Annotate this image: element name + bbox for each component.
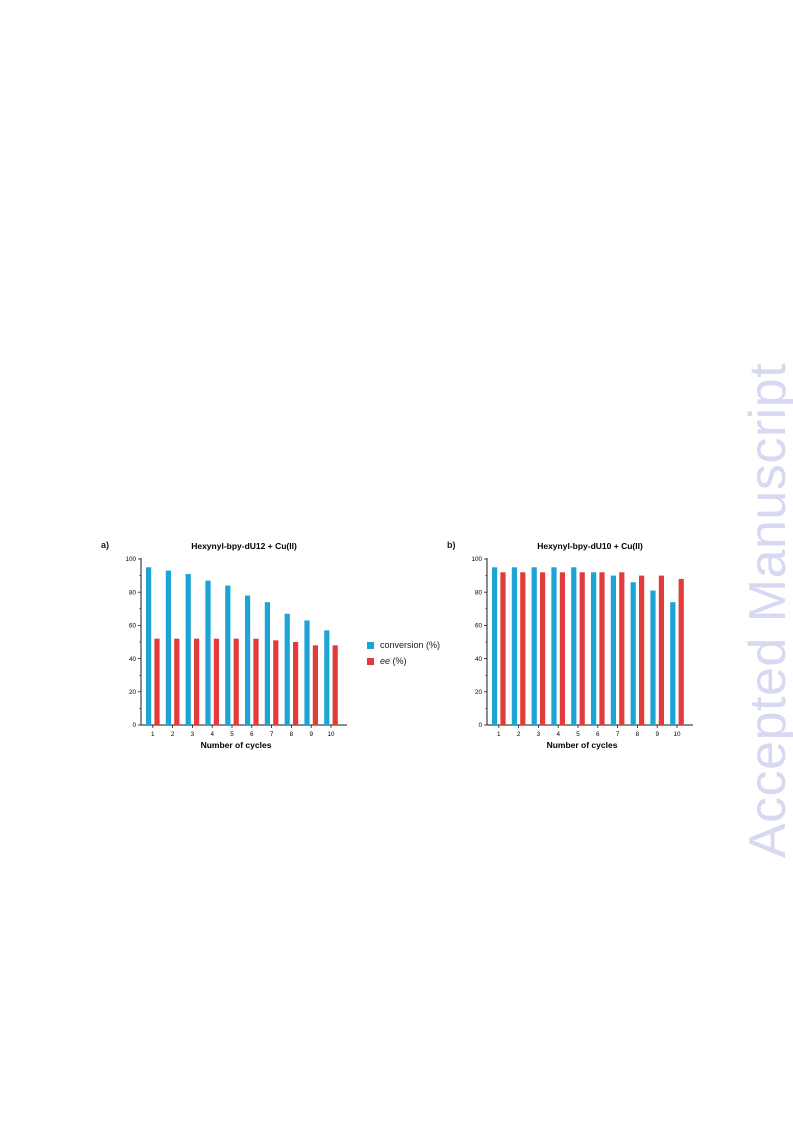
chart-a-bar-ee-2: [174, 638, 180, 725]
chart-a-bar-ee-3: [194, 638, 200, 725]
legend-item-ee: ee (%): [367, 653, 440, 669]
chart-a-xtick-label-4: 4: [210, 731, 214, 738]
chart-b-bar-ee-3: [540, 572, 546, 725]
chart-a-bar-ee-6: [253, 638, 259, 725]
chart-b-xtick-label-1: 1: [497, 731, 501, 738]
chart-a-xtick-label-7: 7: [270, 731, 274, 738]
chart-a-bar-ee-5: [233, 638, 239, 725]
chart-b-bar-ee-5: [579, 572, 585, 725]
chart-a-ytick-label-0: 0: [132, 722, 136, 729]
legend-label-ee-suffix: (%): [390, 656, 407, 666]
panel-label-a: a): [101, 540, 110, 550]
chart-a-ytick-label-4: 80: [129, 589, 137, 596]
chart-b: Hexynyl-bpy-dU10 + Cu(II) 0 20 40 60 80 100 1 2 3…: [458, 538, 708, 758]
chart-a-bar-ee-1: [154, 638, 160, 725]
chart-a-bar-ee-8: [293, 642, 299, 725]
chart-b-xtick-label-7: 7: [616, 731, 620, 738]
chart-a-bar-conversion-5: [225, 585, 231, 725]
chart-a-title: Hexynyl-bpy-dU12 + Cu(II): [191, 541, 297, 551]
chart-b-xtick-label-4: 4: [556, 731, 560, 738]
chart-a-xtick-label-9: 9: [309, 731, 313, 738]
legend-swatch-conversion: [367, 641, 374, 649]
chart-b-xtick-label-8: 8: [636, 731, 640, 738]
legend-item-conversion: conversion (%): [367, 637, 440, 653]
chart-b-ytick-label-0: 0: [478, 722, 482, 729]
chart-b-bar-conversion-5: [571, 567, 577, 725]
chart-a: Hexynyl-bpy-dU12 + Cu(II) 0 20 40 60 80 100 1 2 3…: [112, 538, 362, 758]
chart-b-bar-conversion-2: [511, 567, 517, 725]
chart-b-xtick-label-3: 3: [537, 731, 541, 738]
legend-label-ee-italic: ee: [380, 656, 391, 666]
chart-a-bar-conversion-2: [165, 570, 171, 725]
chart-a-bar-conversion-1: [146, 567, 152, 725]
chart-a-bar-conversion-9: [304, 620, 310, 725]
chart-b-bar-ee-9: [658, 575, 664, 725]
chart-a-xtick-label-2: 2: [171, 731, 175, 738]
chart-a-xlabel: Number of cycles: [201, 740, 272, 750]
chart-a-bar-ee-10: [332, 645, 338, 725]
chart-a-ytick-label-5: 100: [125, 556, 136, 563]
chart-a-bar-conversion-7: [264, 602, 270, 725]
chart-a-bar-conversion-3: [185, 573, 191, 725]
chart-b-bar-ee-7: [619, 572, 625, 725]
chart-b-ytick-label-3: 60: [475, 623, 483, 630]
chart-a-ytick-label-1: 20: [129, 689, 137, 696]
chart-a-svg: Hexynyl-bpy-dU12 + Cu(II) 0 20 40 60 80 100 1 2 3…: [125, 541, 347, 750]
legend: conversion (%) ee (%): [367, 637, 440, 669]
chart-b-bar-conversion-10: [670, 602, 676, 725]
legend-label-ee: ee (%): [380, 656, 407, 666]
chart-a-xtick-label-8: 8: [290, 731, 294, 738]
watermark: Accepted Manuscript: [739, 362, 793, 858]
chart-a-xtick-label-10: 10: [327, 731, 335, 738]
chart-b-xtick-label-6: 6: [596, 731, 600, 738]
chart-b-xlabel: Number of cycles: [547, 740, 618, 750]
chart-a-bar-conversion-4: [205, 580, 211, 725]
chart-b-bar-ee-6: [599, 572, 605, 725]
chart-a-xtick-label-5: 5: [230, 731, 234, 738]
chart-b-bar-ee-4: [559, 572, 565, 725]
chart-a-bar-conversion-10: [324, 630, 330, 725]
chart-a-xtick-label-3: 3: [191, 731, 195, 738]
chart-a-bar-conversion-6: [245, 595, 251, 725]
chart-b-xtick-label-10: 10: [673, 731, 681, 738]
chart-a-xtick-label-6: 6: [250, 731, 254, 738]
chart-b-ytick-label-1: 20: [475, 689, 483, 696]
chart-b-svg: Hexynyl-bpy-dU10 + Cu(II) 0 20 40 60 80 100 1 2 3…: [471, 541, 693, 750]
chart-b-bar-ee-1: [500, 572, 506, 725]
chart-b-ytick-label-4: 80: [475, 589, 483, 596]
chart-a-ytick-label-2: 40: [129, 656, 137, 663]
chart-b-ytick-label-2: 40: [475, 656, 483, 663]
chart-b-bar-conversion-4: [551, 567, 557, 725]
chart-a-bar-ee-9: [312, 645, 318, 725]
legend-swatch-ee: [367, 657, 374, 665]
chart-a-bar-ee-4: [213, 638, 219, 725]
legend-label-conversion: conversion (%): [380, 640, 441, 650]
chart-b-bar-conversion-7: [610, 575, 616, 725]
chart-b-xtick-label-5: 5: [576, 731, 580, 738]
chart-b-xtick-label-9: 9: [655, 731, 659, 738]
chart-b-ytick-label-5: 100: [471, 556, 482, 563]
chart-b-bar-conversion-1: [492, 567, 498, 725]
chart-a-ytick-label-3: 60: [129, 623, 137, 630]
chart-a-bar-conversion-8: [284, 613, 290, 725]
chart-b-bar-conversion-8: [630, 582, 636, 725]
chart-b-bar-conversion-9: [650, 590, 656, 725]
chart-a-bar-ee-7: [273, 640, 279, 725]
chart-b-bar-ee-8: [639, 575, 645, 725]
panel-label-b: b): [447, 540, 456, 550]
chart-b-bar-ee-10: [678, 578, 684, 725]
chart-b-xtick-label-2: 2: [517, 731, 521, 738]
chart-b-bar-ee-2: [520, 572, 526, 725]
chart-b-bar-conversion-6: [591, 572, 597, 725]
chart-b-title: Hexynyl-bpy-dU10 + Cu(II): [537, 541, 643, 551]
chart-b-bar-conversion-3: [531, 567, 537, 725]
chart-a-xtick-label-1: 1: [151, 731, 155, 738]
